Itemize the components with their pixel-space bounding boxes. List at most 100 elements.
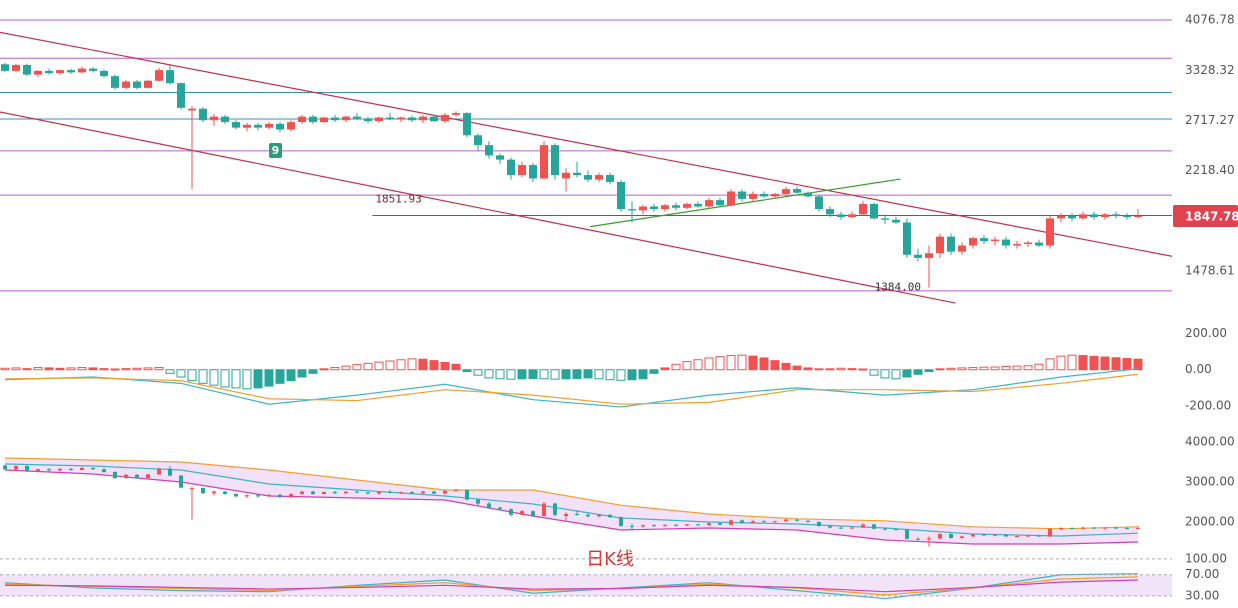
candle-body — [938, 534, 942, 539]
candle-body — [663, 524, 667, 526]
candle-body — [661, 205, 669, 210]
trend-line — [0, 31, 1172, 257]
macd-bar — [693, 359, 703, 371]
candle-body — [23, 64, 31, 75]
candle-body — [641, 525, 645, 527]
candle-body — [980, 238, 988, 242]
macd-bar — [627, 369, 637, 381]
candle-body — [916, 538, 920, 540]
candle-body — [452, 113, 460, 115]
candle-body — [619, 517, 623, 526]
candle-body — [870, 203, 878, 219]
macd-bar — [803, 367, 813, 371]
candle-body — [1013, 244, 1021, 246]
low-annotation: 1384.00 — [875, 281, 921, 294]
macd-bar — [187, 369, 197, 382]
candle-body — [883, 528, 887, 530]
macd-bar — [451, 363, 461, 371]
candle-body — [443, 490, 447, 494]
macd-bar — [363, 362, 373, 371]
candle-body — [168, 468, 172, 476]
macd-bar — [550, 369, 560, 380]
macd-bar — [330, 367, 340, 371]
candle-body — [1002, 239, 1010, 246]
macd-bar — [44, 367, 54, 371]
macd-bar — [275, 369, 285, 384]
candle-body — [993, 534, 997, 536]
macd-bar — [88, 367, 98, 371]
candle-body — [683, 203, 691, 208]
candle-body — [630, 526, 634, 527]
candle-body — [78, 68, 86, 73]
macd-bar — [935, 368, 945, 371]
ray-label: 1851.93 — [375, 192, 421, 205]
candle-body — [69, 468, 73, 470]
candle-body — [100, 70, 108, 77]
candle-body — [487, 503, 491, 508]
macd-bar — [484, 369, 494, 379]
candle-body — [441, 114, 449, 122]
macd-bar — [891, 369, 901, 380]
candle-body — [199, 108, 207, 121]
candle-body — [628, 209, 636, 211]
candle-body — [1134, 216, 1142, 218]
macd-bar — [176, 369, 186, 378]
macd-bar — [418, 358, 428, 371]
candle-body — [144, 80, 152, 88]
macd-bar — [880, 369, 890, 379]
macd-bar — [869, 369, 879, 376]
y-tick-label: 4076.78 — [1185, 13, 1235, 27]
candle-body — [914, 254, 922, 258]
candle-body — [333, 492, 337, 494]
candle-body — [309, 116, 317, 123]
candle-body — [652, 525, 656, 527]
candle-body — [289, 494, 293, 498]
macd-bar — [297, 369, 307, 378]
candle-body — [177, 83, 185, 108]
macd-bar — [594, 369, 604, 380]
candle-body — [685, 524, 689, 526]
candle-body — [212, 491, 216, 494]
y-tick-label: 2000.00 — [1185, 515, 1235, 529]
candle-body — [674, 524, 678, 526]
macd-bar — [242, 369, 252, 390]
candle-body — [364, 118, 372, 122]
candle-body — [342, 116, 350, 121]
y-tick-label: -200.00 — [1185, 399, 1231, 413]
candle-body — [971, 534, 975, 537]
candle-body — [89, 68, 97, 71]
candle-body — [188, 108, 196, 111]
candle-body — [617, 181, 625, 210]
candle-body — [848, 214, 856, 218]
candle-body — [1103, 527, 1107, 529]
candle-body — [377, 492, 381, 494]
macd-bar — [1067, 354, 1077, 371]
candle-body — [837, 214, 845, 218]
macd-bar — [308, 369, 318, 374]
candle-body — [432, 491, 436, 494]
macd-bar — [748, 355, 758, 371]
candle-body — [135, 474, 139, 478]
macd-bar — [495, 369, 505, 380]
candle-body — [1026, 535, 1030, 537]
macd-bar — [946, 367, 956, 371]
candle-body — [421, 491, 425, 494]
candle-body — [1090, 214, 1098, 218]
macd-bar — [99, 368, 109, 371]
candle-body — [265, 123, 273, 128]
candle-body — [1101, 214, 1109, 218]
macd-bar — [1133, 358, 1143, 371]
macd-bar — [1056, 355, 1066, 371]
macd-bar — [1012, 365, 1022, 371]
candle-body — [586, 514, 590, 517]
candle-body — [34, 70, 42, 75]
macd-bar — [0, 367, 10, 371]
candle-body — [113, 472, 117, 478]
candle-body — [850, 527, 854, 529]
macd-bar — [165, 369, 175, 374]
macd-bar — [440, 361, 450, 371]
candle-body — [727, 191, 735, 206]
candle-body — [353, 116, 361, 119]
candle-body — [157, 468, 161, 475]
y-tick-label: 3328.32 — [1185, 63, 1235, 77]
